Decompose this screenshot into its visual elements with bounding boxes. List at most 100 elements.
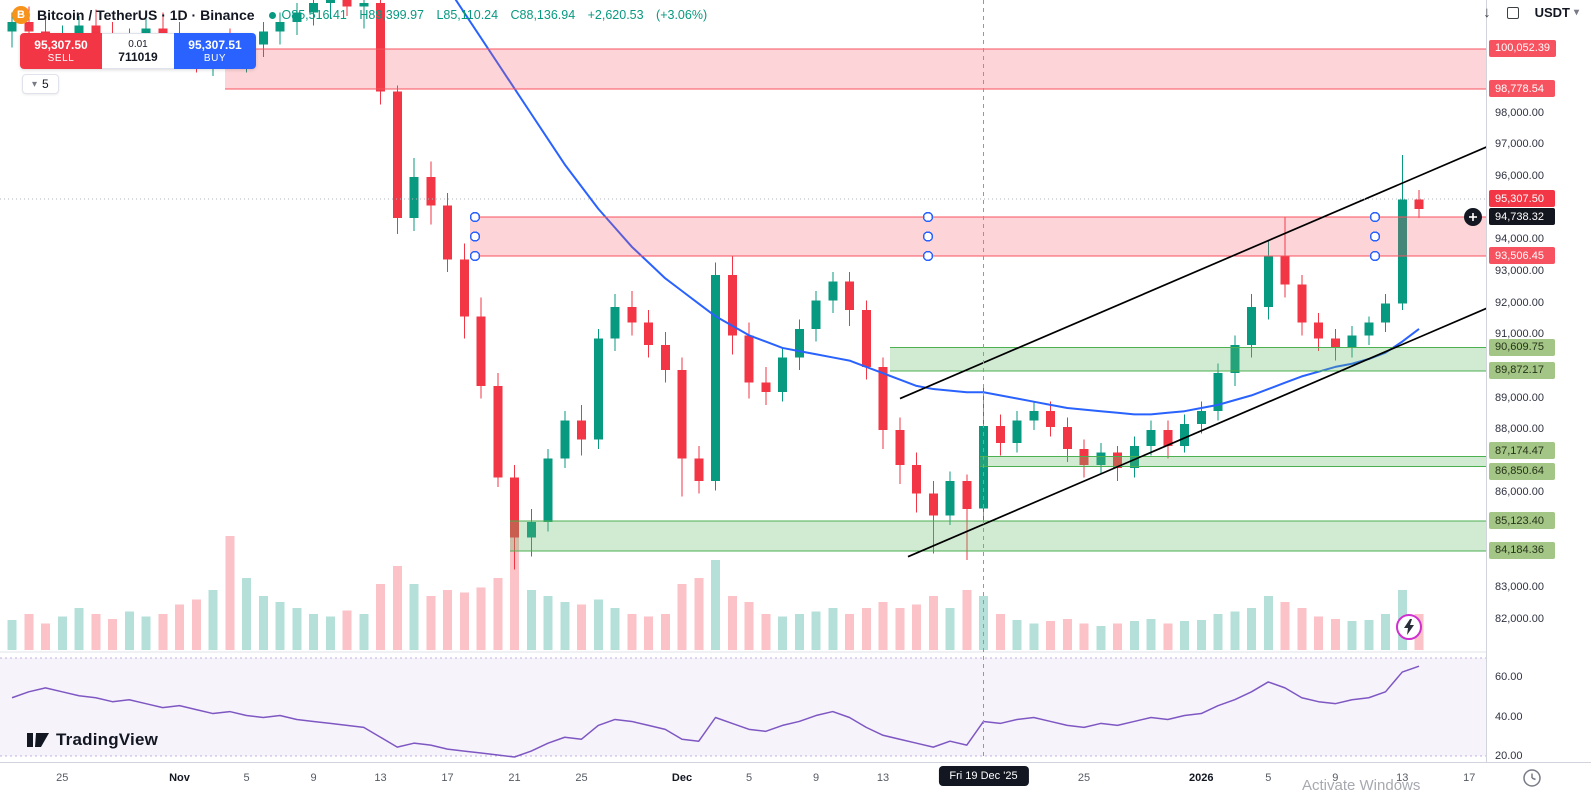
volume-bar xyxy=(928,596,938,650)
volume-bar xyxy=(778,616,787,650)
volume-bar xyxy=(1347,621,1357,650)
time-tick: 2026 xyxy=(1189,772,1214,784)
zone-handle[interactable] xyxy=(922,231,934,242)
symbol-title[interactable]: Bitcoin / TetherUS · 1D · Binance xyxy=(37,7,255,23)
candle-body xyxy=(677,370,687,459)
candle-body xyxy=(794,328,804,358)
volume-bar xyxy=(945,608,955,650)
sell-price: 95,307.50 xyxy=(34,38,88,52)
price-tick: 91,000.00 xyxy=(1495,328,1544,341)
ohlc-change-percent: (+3.06%) xyxy=(656,8,708,22)
price-zones-layer[interactable] xyxy=(225,48,1486,552)
candle-body xyxy=(1196,411,1206,424)
candle-body xyxy=(610,306,620,339)
candle-body xyxy=(7,22,17,32)
lightning-icon[interactable] xyxy=(1396,614,1422,640)
volume-bar xyxy=(1113,623,1122,650)
price-tick: 89,000.00 xyxy=(1495,391,1544,404)
price-tick: 98,000.00 xyxy=(1495,106,1544,119)
price-tick: 82,000.00 xyxy=(1495,612,1544,625)
price-tick: 86,000.00 xyxy=(1495,486,1544,499)
volume-bar xyxy=(828,608,838,650)
zone-handle[interactable] xyxy=(1369,231,1381,242)
candle-body xyxy=(1163,430,1173,446)
volume-bar xyxy=(1196,620,1206,650)
zone-handles[interactable] xyxy=(469,211,1381,262)
candle-body xyxy=(409,177,419,219)
candle-body xyxy=(543,458,553,522)
volume-bar xyxy=(560,602,570,650)
volume-bar xyxy=(543,596,553,650)
zone-resistance[interactable] xyxy=(470,217,1486,257)
candle-body xyxy=(392,91,402,219)
time-axis[interactable]: Fri 19 Dec '25 25 Nov 5 9 13 17 21 25 Dec 5 9 13 25 2… xyxy=(0,762,1591,803)
candle-body xyxy=(91,25,101,35)
volume-bar xyxy=(744,602,754,650)
time-tick: 13 xyxy=(374,772,387,784)
candle-body xyxy=(845,281,854,310)
volume-bar xyxy=(342,610,352,650)
rsi-line[interactable] xyxy=(11,665,1420,758)
price-axis[interactable]: 98,000.00 97,000.00 96,000.00 94,000.00 93,0… xyxy=(1486,0,1591,762)
candle-body xyxy=(761,382,771,393)
price-tick: 94,000.00 xyxy=(1495,233,1544,246)
volume-bar xyxy=(644,616,653,650)
volume-bar xyxy=(610,608,620,650)
candle-body xyxy=(1414,199,1424,209)
sell-button[interactable]: 95,307.50 SELL xyxy=(20,33,102,69)
zone-resistance[interactable] xyxy=(225,48,1486,90)
candle-body xyxy=(778,357,787,393)
ohlc-low: L85,110.24 xyxy=(436,8,499,22)
zone-handle[interactable] xyxy=(922,211,934,223)
price-level-label: 94,738.32 xyxy=(1489,208,1555,226)
add-alert-icon[interactable] xyxy=(1464,208,1482,226)
candle-body xyxy=(577,420,586,440)
zone-handle[interactable] xyxy=(922,250,934,262)
fullscreen-icon[interactable] xyxy=(1506,6,1519,19)
zone-handle[interactable] xyxy=(469,211,481,223)
time-tick: 9 xyxy=(310,772,317,784)
volume-bar xyxy=(878,602,888,650)
ma-line[interactable] xyxy=(448,0,1420,416)
volume-bar xyxy=(325,616,335,650)
clock-icon[interactable] xyxy=(1522,768,1542,793)
tradingview-logo[interactable]: TradingView xyxy=(26,729,158,751)
arrow-down-icon[interactable]: ↓ xyxy=(1483,4,1491,21)
candle-body xyxy=(995,425,1005,443)
time-tick: 13 xyxy=(1396,772,1409,784)
trend-line[interactable] xyxy=(899,145,1486,400)
time-tick: 9 xyxy=(812,772,820,784)
trend-line[interactable] xyxy=(907,307,1486,558)
zone-support[interactable] xyxy=(980,456,1486,467)
volume-bar xyxy=(1330,618,1340,650)
price-level-label: 86,850.64 xyxy=(1489,462,1555,480)
zone-support[interactable] xyxy=(510,521,1486,551)
price-level-label: 98,778.54 xyxy=(1489,80,1555,98)
volume-bar xyxy=(459,592,469,650)
zone-handle[interactable] xyxy=(469,231,481,242)
candle-body xyxy=(828,281,838,301)
volume-bar xyxy=(1146,618,1156,650)
volume-bar xyxy=(995,614,1005,650)
candle-body xyxy=(510,477,519,538)
volume-bar xyxy=(1180,621,1189,650)
zone-handle[interactable] xyxy=(1369,211,1381,223)
candle-body xyxy=(1079,449,1089,465)
currency-selector[interactable]: USDT ▾ xyxy=(1535,5,1579,20)
candle-body xyxy=(493,385,503,478)
timeframe-dropdown[interactable]: ▾ 5 xyxy=(22,74,59,94)
ohlc-open: O85,516.41 xyxy=(281,8,347,22)
volume-bar xyxy=(309,614,318,650)
candle-body xyxy=(811,300,821,329)
volume-bar xyxy=(376,584,385,650)
zone-support[interactable] xyxy=(890,347,1486,371)
buy-button[interactable]: 95,307.51 BUY xyxy=(174,33,256,69)
volume-bar xyxy=(761,614,771,650)
activate-windows-watermark: Activate Windows xyxy=(1302,777,1421,794)
chart-canvas[interactable] xyxy=(0,0,1486,760)
candle-body xyxy=(912,464,921,494)
volume-bar xyxy=(392,566,402,650)
zone-handle[interactable] xyxy=(1369,250,1381,262)
zone-handle[interactable] xyxy=(469,250,481,262)
candle-body xyxy=(1397,199,1407,304)
